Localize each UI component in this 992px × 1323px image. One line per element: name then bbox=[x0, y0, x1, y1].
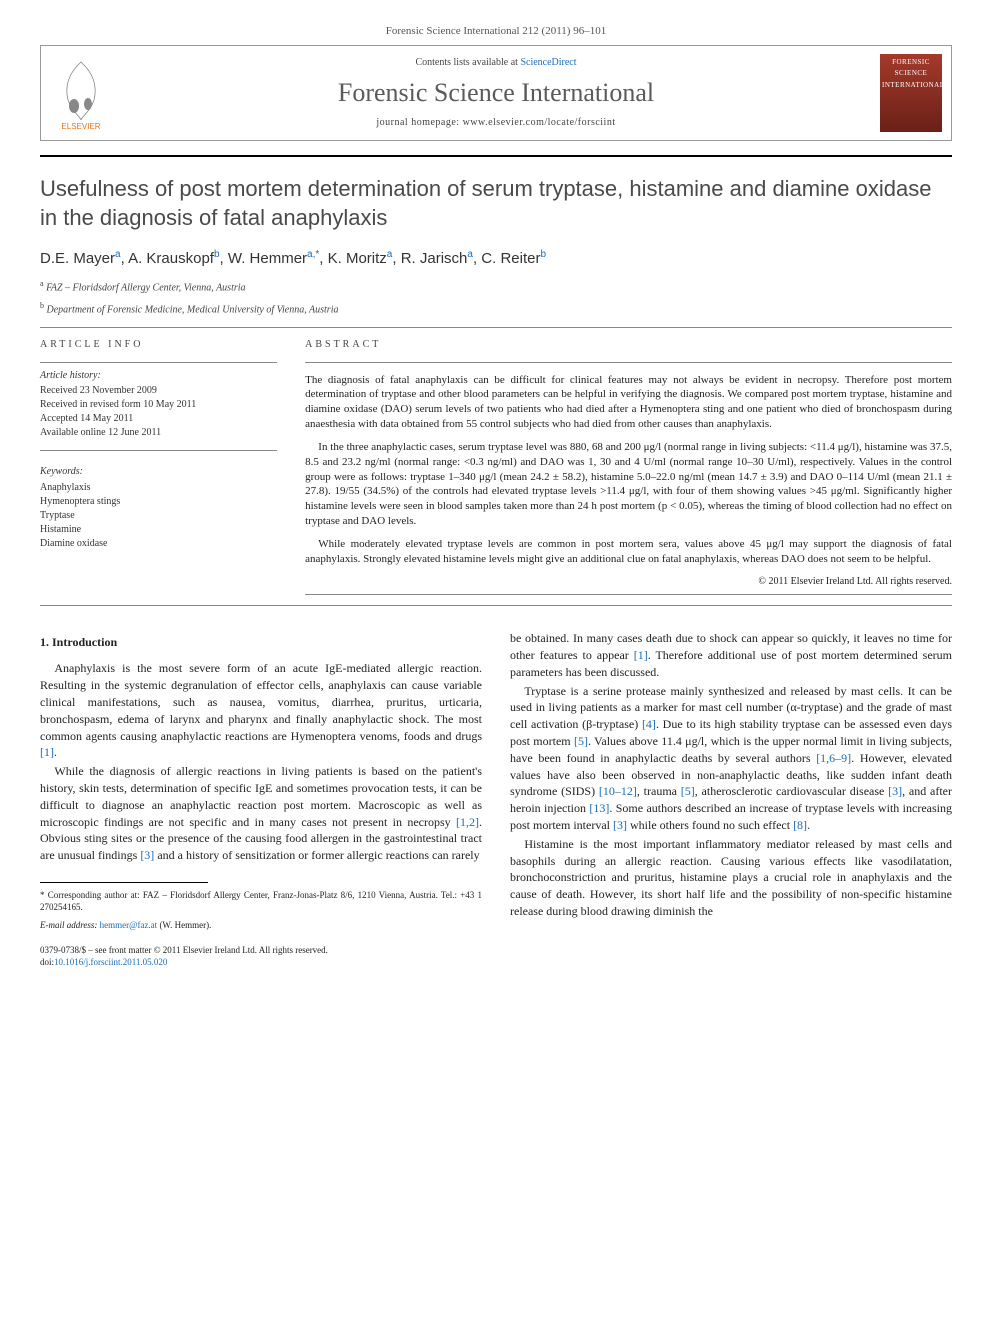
body-p1: Anaphylaxis is the most severe form of a… bbox=[40, 660, 482, 761]
ref-link[interactable]: [8] bbox=[793, 818, 807, 832]
abstract-p3: While moderately elevated tryptase level… bbox=[305, 537, 952, 567]
title-rule bbox=[40, 155, 952, 157]
front-matter: 0379-0738/$ – see front matter © 2011 El… bbox=[40, 945, 482, 957]
ref-link[interactable]: [1,6–9] bbox=[816, 751, 851, 765]
keyword: Histamine bbox=[40, 523, 277, 537]
info-rule-bottom bbox=[40, 605, 952, 606]
history-received: Received 23 November 2009 bbox=[40, 384, 277, 398]
keyword: Hymenoptera stings bbox=[40, 495, 277, 509]
history-online: Available online 12 June 2011 bbox=[40, 426, 277, 440]
corresponding-author: * Corresponding author at: FAZ – Florids… bbox=[40, 889, 482, 913]
email-line: E-mail address: hemmer@faz.at (W. Hemmer… bbox=[40, 919, 482, 931]
ref-link[interactable]: [3] bbox=[613, 818, 627, 832]
sciencedirect-link[interactable]: ScienceDirect bbox=[520, 57, 576, 68]
keywords-label: Keywords: bbox=[40, 465, 277, 479]
doi-label: doi: bbox=[40, 957, 54, 967]
section-1-heading: 1. Introduction bbox=[40, 634, 482, 650]
affiliation-a: a FAZ – Floridsdorf Allergy Center, Vien… bbox=[40, 279, 952, 295]
article-info-heading: ARTICLE INFO bbox=[40, 338, 277, 352]
homepage-label: journal homepage: bbox=[376, 117, 462, 128]
contents-available: Contents lists available at ScienceDirec… bbox=[129, 56, 863, 70]
abstract-p1: The diagnosis of fatal anaphylaxis can b… bbox=[305, 373, 952, 432]
info-rule-top bbox=[40, 327, 952, 328]
ref-link[interactable]: [5] bbox=[681, 784, 695, 798]
header-center: Contents lists available at ScienceDirec… bbox=[121, 46, 871, 140]
journal-header: ELSEVIER Contents lists available at Sci… bbox=[40, 45, 952, 141]
homepage-url[interactable]: www.elsevier.com/locate/forsciint bbox=[463, 117, 616, 128]
body-text: 1. Introduction Anaphylaxis is the most … bbox=[40, 630, 952, 969]
history-revised: Received in revised form 10 May 2011 bbox=[40, 398, 277, 412]
history-accepted: Accepted 14 May 2011 bbox=[40, 412, 277, 426]
footnote-rule bbox=[40, 882, 208, 883]
ref-link[interactable]: [3] bbox=[140, 848, 154, 862]
ref-link[interactable]: [5] bbox=[574, 734, 588, 748]
ref-link[interactable]: [1] bbox=[40, 745, 54, 759]
keyword: Diamine oxidase bbox=[40, 537, 277, 551]
cover-line-2: SCIENCE bbox=[882, 69, 940, 78]
journal-reference: Forensic Science International 212 (2011… bbox=[40, 24, 952, 39]
body-p2: While the diagnosis of allergic reaction… bbox=[40, 763, 482, 864]
ref-link[interactable]: [3] bbox=[888, 784, 902, 798]
body-p3: be obtained. In many cases death due to … bbox=[510, 630, 952, 680]
ref-link[interactable]: [1] bbox=[634, 648, 648, 662]
journal-cover: FORENSIC SCIENCE INTERNATIONAL bbox=[871, 46, 951, 140]
article-title: Usefulness of post mortem determination … bbox=[40, 175, 952, 232]
keyword: Anaphylaxis bbox=[40, 481, 277, 495]
abstract-p2: In the three anaphylactic cases, serum t… bbox=[305, 440, 952, 529]
contents-text: Contents lists available at bbox=[415, 57, 520, 68]
cover-line-3: INTERNATIONAL bbox=[882, 81, 940, 90]
abstract: ABSTRACT The diagnosis of fatal anaphyla… bbox=[305, 338, 952, 595]
keywords-list: AnaphylaxisHymenoptera stingsTryptaseHis… bbox=[40, 481, 277, 551]
abstract-heading: ABSTRACT bbox=[305, 338, 952, 352]
keyword: Tryptase bbox=[40, 509, 277, 523]
body-p4: Tryptase is a serine protease mainly syn… bbox=[510, 683, 952, 834]
cover-line-1: FORENSIC bbox=[882, 58, 940, 67]
email-label: E-mail address: bbox=[40, 920, 100, 930]
publisher-logo: ELSEVIER bbox=[41, 46, 121, 140]
email-person: (W. Hemmer). bbox=[157, 920, 211, 930]
article-info: ARTICLE INFO Article history: Received 2… bbox=[40, 338, 277, 595]
copyright: © 2011 Elsevier Ireland Ltd. All rights … bbox=[305, 575, 952, 589]
journal-homepage: journal homepage: www.elsevier.com/locat… bbox=[129, 116, 863, 130]
publisher-name: ELSEVIER bbox=[61, 122, 100, 131]
body-p5: Histamine is the most important inflamma… bbox=[510, 836, 952, 920]
history-label: Article history: bbox=[40, 369, 277, 383]
email-link[interactable]: hemmer@faz.at bbox=[100, 920, 158, 930]
affiliation-b: b Department of Forensic Medicine, Medic… bbox=[40, 301, 952, 317]
ref-link[interactable]: [1,2] bbox=[456, 815, 479, 829]
doi-block: 0379-0738/$ – see front matter © 2011 El… bbox=[40, 945, 482, 968]
ref-link[interactable]: [10–12] bbox=[599, 784, 637, 798]
ref-link[interactable]: [4] bbox=[642, 717, 656, 731]
ref-link[interactable]: [13] bbox=[589, 801, 609, 815]
info-abstract-row: ARTICLE INFO Article history: Received 2… bbox=[40, 338, 952, 595]
doi-link[interactable]: 10.1016/j.forsciint.2011.05.020 bbox=[54, 957, 167, 967]
journal-name: Forensic Science International bbox=[129, 75, 863, 110]
author-list: D.E. Mayera, A. Krauskopfb, W. Hemmera,*… bbox=[40, 248, 952, 269]
